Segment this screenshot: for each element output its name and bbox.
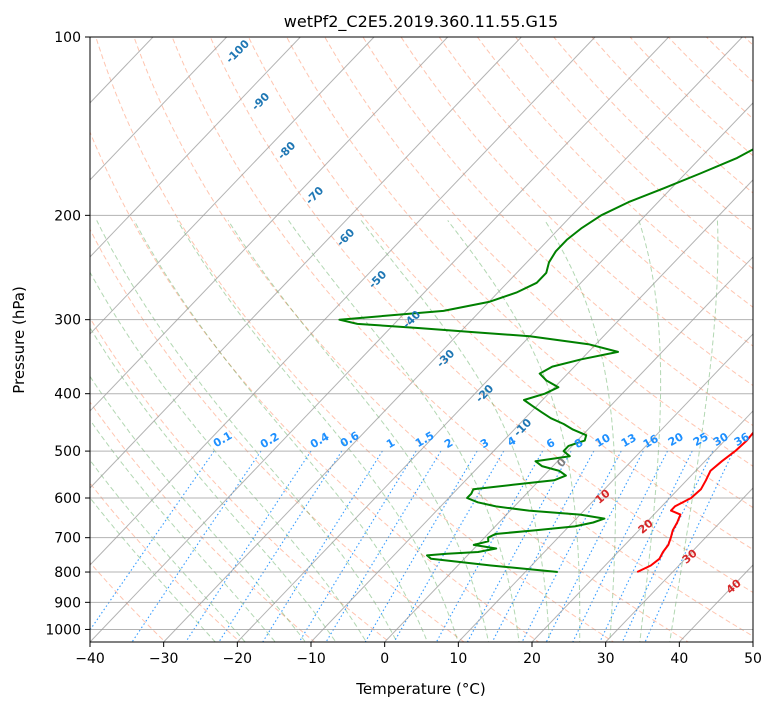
moist-adiabat-line [227,220,490,642]
mixing-ratio-line [435,450,544,642]
mixing-ratio-line [90,450,215,631]
temperature-line [636,431,753,573]
x-tick-label: −40 [75,651,105,667]
grid-lines [90,37,753,642]
y-axis-ticks: 1000 900 800 700 600 500 400 300 200 100 [45,30,90,638]
dry-adiabat-line [90,317,391,642]
moist-adiabat-line [288,220,520,642]
dry-adiabat-line [591,37,753,194]
dry-adiabat-line [514,37,753,270]
dry-adiabat-line [629,37,753,157]
dry-adiabat-line [324,37,753,467]
dry-adiabat-line [400,37,753,387]
dry-adiabat-line [438,37,753,347]
isotherm-line [310,179,753,642]
isotherm-line [90,37,596,566]
mixing-ratio-line [572,450,668,642]
x-tick-label: −20 [223,651,253,667]
y-tick-label: 200 [54,208,81,224]
dry-adiabat-line [90,228,465,642]
x-tick-label: 0 [380,651,389,667]
y-tick-label: 900 [54,595,81,611]
moist-adiabat-line [90,496,216,642]
y-tick-label: 300 [54,313,81,329]
x-axis-label: Temperature (°C) [355,680,485,698]
isotherm-line [90,37,670,642]
dry-adiabat-line [209,37,753,594]
dewpoint-line [338,148,753,573]
isotherm-line [90,37,375,335]
moist-adiabat-line [90,419,276,642]
y-tick-label: 800 [54,565,81,581]
isotherm-line [90,37,228,181]
x-tick-label: 40 [670,651,688,667]
x-axis-ticks: −40 −30 −20 −10 0 10 20 30 40 50 [75,642,762,667]
x-tick-label: −10 [296,651,326,667]
profile-lines [338,148,753,573]
x-tick-label: 50 [744,651,762,667]
y-tick-label: 600 [54,491,81,507]
isotherm-line [90,37,449,412]
dry-adiabat-line [133,37,690,642]
mixing-ratio-line [218,450,343,642]
mixing-ratio-line [364,450,478,642]
isotherm-line [90,37,301,258]
mixing-ratio-line [393,450,505,642]
y-axis-label: Pressure (hPa) [10,286,28,394]
isotherm-line [384,256,753,642]
mixing-ratio-line [185,450,312,642]
y-tick-label: 1000 [45,622,81,638]
y-tick-label: 400 [54,387,81,403]
plot-frame [89,36,754,643]
moist-adiabat-line [669,220,719,642]
y-tick-label: 700 [54,531,81,547]
dry-adiabat-line [90,401,316,642]
x-tick-label: 10 [449,651,467,667]
moist-adiabat-line [360,220,550,642]
moist-adiabat-line [133,220,429,642]
isotherm-line [163,37,743,642]
moist-adiabat-line [447,220,581,642]
moist-adiabat-line [90,326,337,642]
chart-title: wetPf2_C2E5.2019.360.11.55.G15 [284,12,558,32]
isotherm-line [605,487,753,642]
moist-adiabat-line [90,459,246,642]
dry-adiabat-line [247,37,753,551]
dry-adiabat-line [95,37,615,642]
isotherm-line [90,37,522,489]
moist-adiabat-line [96,220,398,642]
x-tick-label: 20 [523,651,541,667]
isotherm-line [457,333,753,642]
mixing-ratio-line [644,450,734,642]
dry-adiabat-line [90,130,540,642]
mixing-ratio-line [599,450,693,642]
x-tick-label: −30 [149,651,179,667]
dry-adiabat-line [286,37,753,509]
moist-adiabat-line [90,271,367,642]
background-lines [90,37,753,642]
mixing-ratio-line [131,450,262,642]
isotherm-line [531,410,753,642]
dry-adiabat-line [362,37,753,427]
mixing-ratio-line [262,450,383,642]
mixing-ratio-line [325,450,442,642]
dry-adiabat-line [171,37,753,637]
y-tick-label: 500 [54,444,81,460]
isotherm-line [236,102,753,642]
moist-adiabat-line [176,220,459,642]
moist-adiabat-line [90,375,307,642]
y-tick-label: 100 [54,30,81,46]
x-tick-label: 30 [597,651,615,667]
